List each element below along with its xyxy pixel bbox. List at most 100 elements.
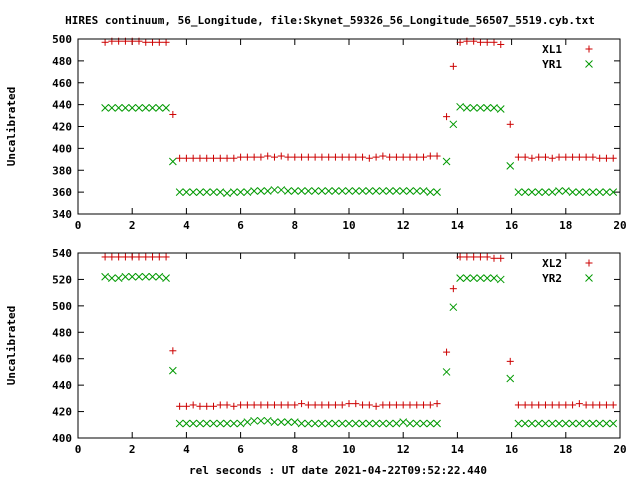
panel-2-xtick-label: 8 [291, 443, 298, 456]
panel-1-point-YR1 [196, 188, 204, 196]
panel-1-point-YR1-d2 [496, 105, 505, 113]
panel-2-point-YR2-d2 [528, 419, 536, 428]
panel-1-point-YR1-d2 [209, 188, 218, 196]
panel-1-point-XL1 [476, 38, 484, 46]
panel-1-ytick-label: 400 [52, 142, 72, 155]
panel-2-point-YR2 [469, 274, 478, 282]
panel-2-point-XL2 [325, 401, 333, 409]
panel-1-point-YR1 [108, 104, 116, 112]
panel-2-point-YR2 [277, 418, 286, 426]
panel-1-point-YR1-d2 [449, 120, 458, 129]
panel-1-point-YR1 [609, 188, 618, 196]
panel-2-point-XL2 [257, 401, 265, 409]
panel-1-point-YR1 [209, 188, 218, 196]
x-axis-label: rel seconds : UT date 2021-04-22T09:52:2… [189, 464, 487, 477]
panel-2-point-YR2 [290, 418, 299, 426]
panel-1-point-YR1-d2 [182, 188, 191, 196]
panel-1-point-YR1 [595, 188, 604, 196]
panel-2-point-XL2 [463, 253, 471, 261]
panel-2-point-YR2-d2 [277, 418, 286, 426]
panel-1-point-YR1-d2 [311, 187, 319, 195]
panel-2-point-YR2 [442, 368, 451, 376]
panel-1-ytick-label: 420 [52, 121, 72, 134]
panel-1-point-YR1-d2 [385, 187, 394, 195]
panel-1-point-YR1-d2 [541, 188, 550, 196]
panel-1-point-YR1 [277, 186, 286, 194]
panel-1-xtick-label: 14 [451, 219, 465, 232]
panel-2-point-YR2 [514, 419, 523, 428]
panel-1-point-XL1 [506, 120, 514, 128]
panel-2-point-YR2-d2 [385, 419, 394, 428]
panel-1-point-YR1-d2 [521, 188, 530, 196]
panel-2-point-YR2-d2 [372, 419, 380, 428]
panel-1-point-YR1-d2 [168, 157, 177, 166]
panel-1-point-XL1 [216, 154, 224, 162]
panel-1-point-XL1 [223, 154, 231, 162]
panel-2-point-XL2 [589, 401, 597, 409]
panel-1-point-XL1 [379, 152, 387, 160]
panel-2-point-XL2 [128, 253, 136, 261]
panel-2-point-YR2-d2 [555, 419, 563, 428]
panel-1-point-YR1-d2 [412, 187, 421, 195]
panel-1-point-YR1 [575, 188, 584, 196]
panel-1-point-XL1 [433, 152, 441, 160]
panel-1-point-YR1 [345, 187, 353, 195]
panel-1-point-YR1 [534, 188, 543, 196]
panel-2-point-XL2 [149, 253, 157, 261]
panel-1-point-YR1-d2 [514, 188, 523, 196]
panel-2-point-XL2 [210, 402, 217, 410]
panel-1-point-YR1 [392, 187, 401, 195]
panel-2-point-XL2 [243, 401, 251, 409]
panel-2-xtick-label: 4 [183, 443, 190, 456]
panel-1-point-XL1 [535, 153, 543, 161]
panel-1-point-YR1 [548, 188, 557, 196]
panel-1-point-YR1 [521, 188, 530, 196]
panel-2-point-XL2 [216, 401, 224, 409]
panel-1-point-XL1 [325, 153, 333, 161]
panel-1-point-YR1 [456, 102, 464, 111]
panel-2-xtick-label: 10 [342, 443, 355, 456]
panel-1-point-YR1 [229, 188, 238, 196]
panel-2-point-XL2 [304, 401, 312, 409]
panel-2-point-YR2 [189, 419, 198, 428]
panel-2-point-XL2 [483, 253, 491, 261]
panel-2-ytick-label: 500 [52, 300, 72, 313]
panel-1-point-XL1 [155, 38, 163, 46]
panel-1-point-XL1 [589, 153, 597, 161]
panel-1-point-XL1 [602, 154, 610, 162]
panel-2-point-YR2 [358, 419, 367, 428]
panel-1-series-XL1 [101, 37, 617, 162]
panel-1-point-XL1 [270, 153, 278, 161]
panel-1-point-YR1-d2 [483, 104, 492, 112]
panel-1-xtick-label: 12 [397, 219, 410, 232]
panel-1-point-XL1 [386, 153, 394, 161]
panel-1-point-YR1 [331, 187, 340, 195]
panel-2-point-XL2 [142, 253, 150, 261]
panel-2-point-YR2 [582, 419, 590, 428]
panel-2-point-YR2 [433, 419, 441, 428]
panel-2-point-YR2-d2 [463, 274, 471, 282]
panel-2-point-YR2 [521, 419, 530, 428]
panel-2-point-YR2 [595, 419, 604, 428]
panel-1-point-YR1 [148, 104, 157, 112]
panel-1-point-YR1 [311, 187, 319, 195]
panel-1-point-XL1 [420, 153, 428, 161]
panel-2-point-YR2 [223, 419, 231, 428]
panel-2-point-YR2-d2 [162, 274, 170, 282]
panel-1-point-YR1-d2 [229, 188, 238, 196]
panel-2-point-YR2 [345, 419, 353, 428]
panel-2-point-XL2 [426, 401, 434, 409]
panel-2-point-XL2 [264, 401, 272, 409]
panel-2-point-XL2 [196, 402, 204, 410]
panel-1-point-YR1-d2 [297, 187, 306, 195]
panel-2-point-XL2 [521, 401, 529, 409]
panel-1-point-YR1-d2 [442, 157, 451, 166]
panel-2-xtick-label: 6 [237, 443, 244, 456]
panel-1-point-YR1 [589, 188, 597, 196]
panel-1-point-XL1 [392, 153, 400, 161]
panel-1-ytick-label: 460 [52, 77, 72, 90]
panel-1-point-YR1 [297, 187, 306, 195]
panel-1-point-XL1 [372, 153, 380, 161]
panel-2-point-YR2 [114, 274, 123, 282]
panel-2-point-YR2 [257, 416, 265, 425]
